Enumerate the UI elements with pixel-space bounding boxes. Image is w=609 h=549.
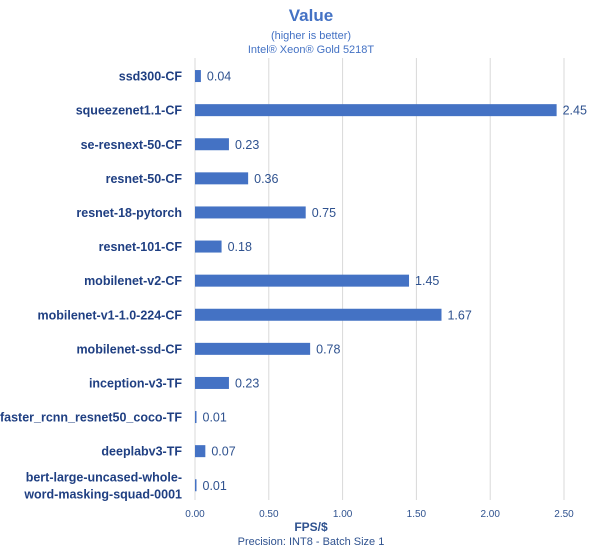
data-label: 1.45 <box>415 274 439 288</box>
data-label: 0.01 <box>203 411 227 425</box>
data-label: 2.45 <box>563 104 587 118</box>
data-label: 0.36 <box>254 172 278 186</box>
data-label: 0.78 <box>316 342 340 356</box>
x-tick-label: 2.50 <box>554 509 574 520</box>
category-label: mobilenet-ssd-CF <box>76 342 182 356</box>
bar <box>195 240 222 253</box>
category-label: mobilenet-v1-1.0-224-CF <box>38 308 183 322</box>
data-label: 0.75 <box>312 206 336 220</box>
data-label: 0.18 <box>228 240 252 254</box>
chart-footnote: Precision: INT8 - Batch Size 1 <box>238 536 385 548</box>
data-label: 0.04 <box>207 70 231 84</box>
bar <box>195 206 306 219</box>
bars <box>195 70 557 492</box>
category-label: inception-v3-TF <box>89 376 182 390</box>
x-tick-label: 1.50 <box>407 509 427 520</box>
bar <box>195 138 229 151</box>
x-tick-labels: 0.00 0.50 1.00 1.50 2.00 2.50 <box>185 509 574 520</box>
bar <box>195 342 311 355</box>
category-labels: ssd300-CF squeezenet1.1-CF se-resnext-50-C… <box>0 70 182 502</box>
x-axis-label: FPS/$ <box>294 520 328 534</box>
data-label: 0.23 <box>235 376 259 390</box>
data-label: 0.01 <box>203 479 227 493</box>
bar <box>195 104 557 117</box>
x-tick-label: 1.00 <box>333 509 353 520</box>
category-label: resnet-101-CF <box>99 240 183 254</box>
bar <box>195 376 229 389</box>
bar <box>195 70 201 83</box>
bar <box>195 172 249 185</box>
category-label: resnet-50-CF <box>106 172 183 186</box>
data-label: 0.07 <box>211 445 235 459</box>
category-label: deeplabv3-TF <box>101 445 182 459</box>
bar <box>195 274 410 287</box>
category-label: se-resnext-50-CF <box>81 138 183 152</box>
data-label: 0.23 <box>235 138 259 152</box>
category-label: faster_rcnn_resnet50_coco-TF <box>0 411 182 425</box>
category-label: mobilenet-v2-CF <box>84 274 182 288</box>
x-tick-label: 2.00 <box>480 509 500 520</box>
bar <box>195 445 206 458</box>
chart-title: Value <box>289 6 333 25</box>
category-label: ssd300-CF <box>119 70 183 84</box>
category-label: resnet-18-pytorch <box>76 206 182 220</box>
bar <box>195 308 442 321</box>
value-labels: 0.04 2.45 0.23 0.36 0.75 0.18 1.45 1.67 0.78 0.23… <box>203 70 587 493</box>
x-tick-label: 0.50 <box>259 509 279 520</box>
category-label: squeezenet1.1-CF <box>76 104 183 118</box>
chart-subtitle-line-1: (higher is better) <box>271 30 351 42</box>
chart-subtitle-line-2: Intel® Xeon® Gold 5218T <box>248 44 375 56</box>
bar <box>195 479 197 492</box>
bar <box>195 411 197 424</box>
category-label: bert-large-uncased-whole- <box>26 470 182 484</box>
data-label: 1.67 <box>447 308 471 322</box>
category-label: word-masking-squad-0001 <box>23 487 182 501</box>
x-tick-label: 0.00 <box>185 509 205 520</box>
